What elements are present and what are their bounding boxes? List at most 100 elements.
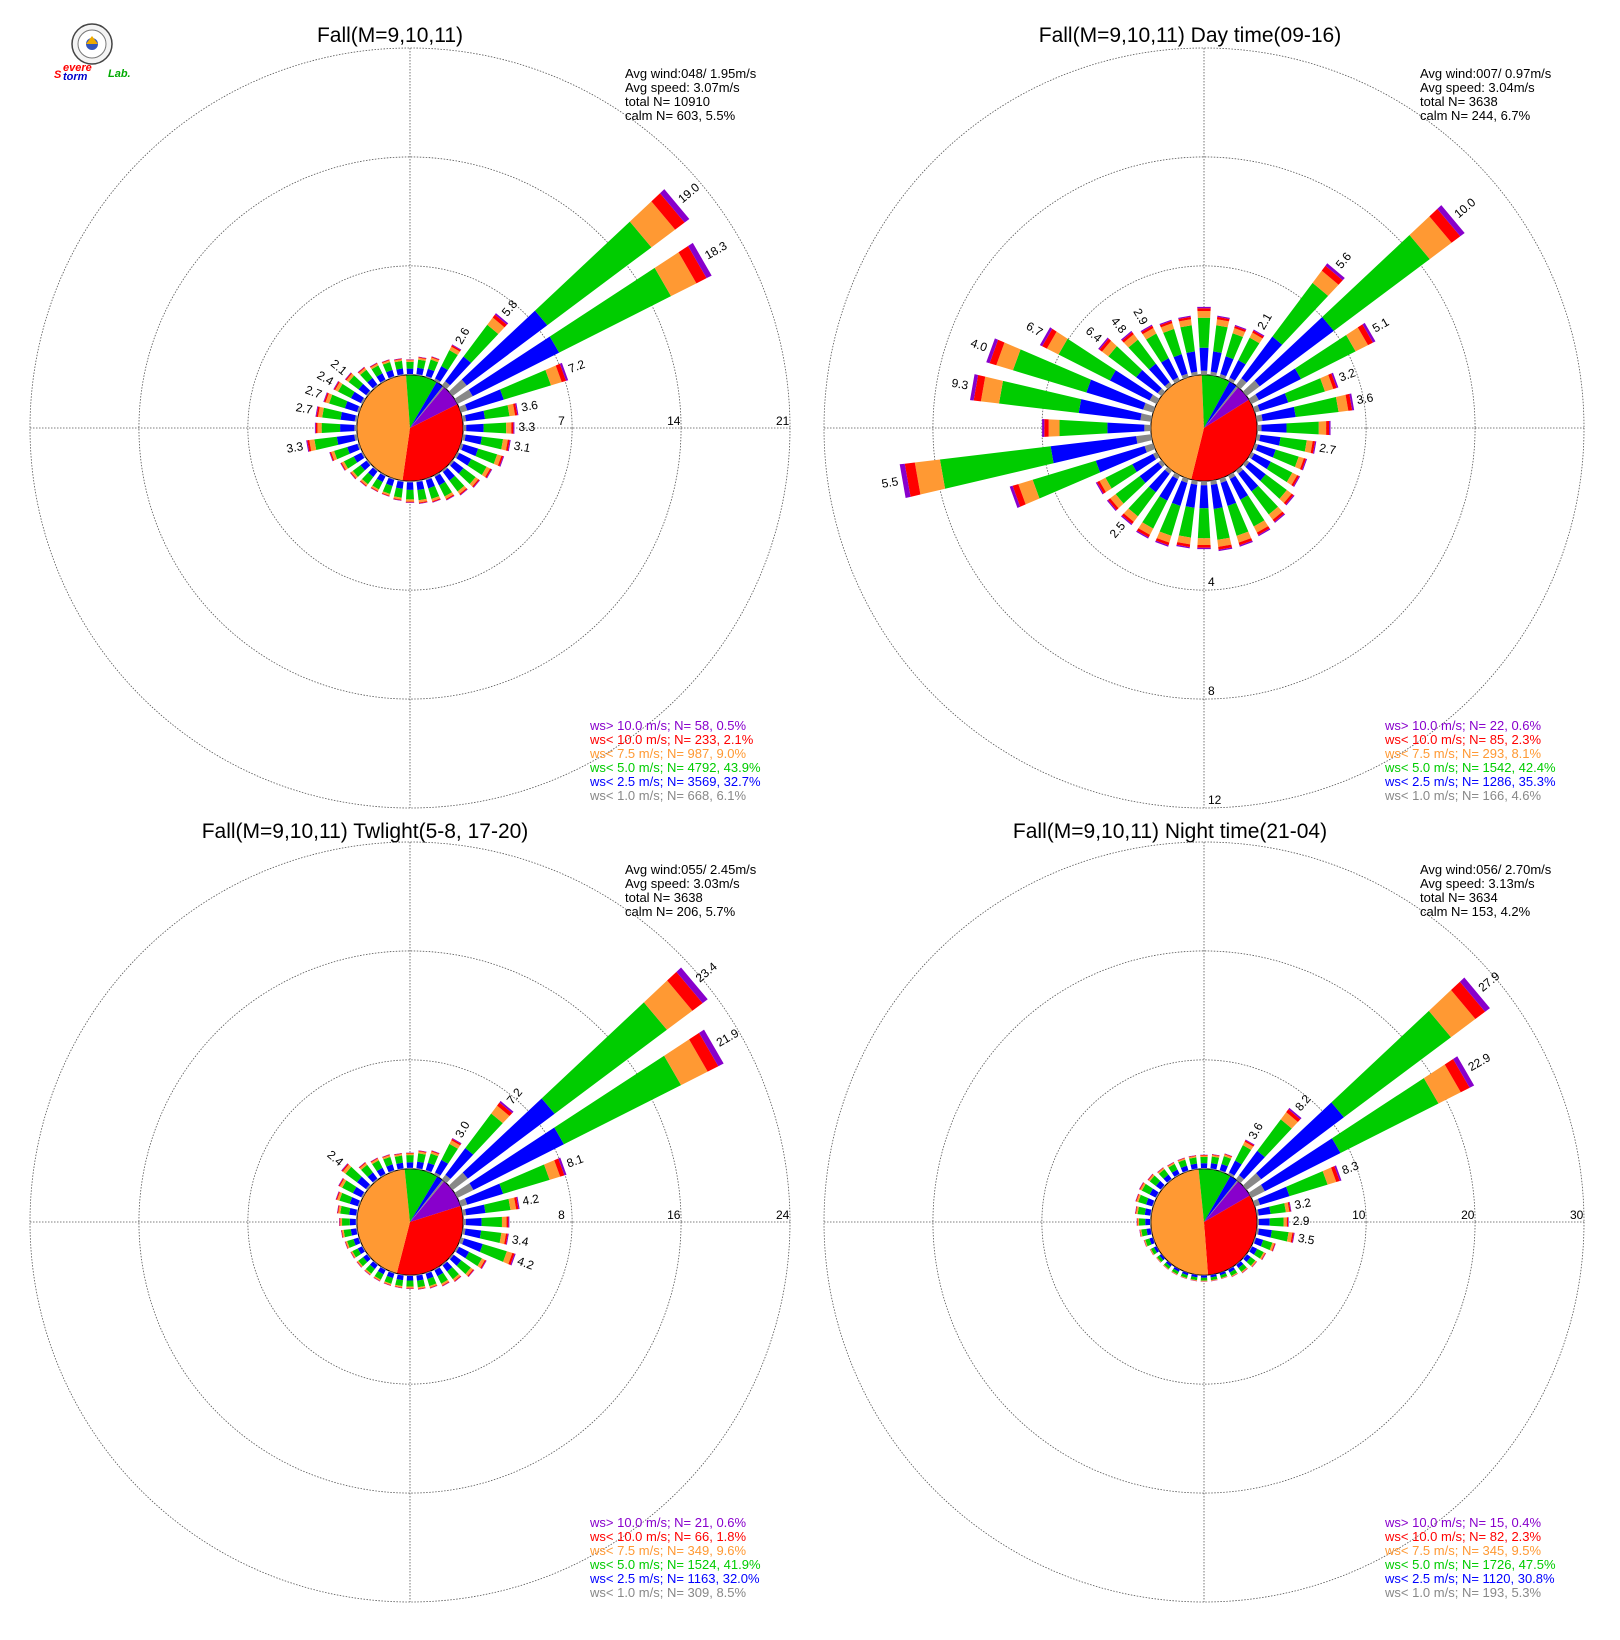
sector-bar-segment	[1182, 1170, 1189, 1174]
sector-bar-segment	[396, 1162, 404, 1170]
sector-bar-segment	[481, 1216, 502, 1228]
legend-entry: ws< 7.5 m/s; N= 987, 9.0%	[589, 746, 747, 761]
ring-3	[29, 47, 791, 809]
sector-total-label: 23.4	[693, 959, 720, 985]
sector-bar-segment	[1148, 469, 1170, 493]
sector-bar-segment	[363, 1254, 371, 1263]
sector-bar-segment	[1156, 1257, 1161, 1263]
sector-bar-segment	[1136, 530, 1149, 539]
sector-bar-segment	[1197, 508, 1211, 539]
sector-bar-segment	[1231, 1272, 1238, 1277]
calm-pie-slice	[1204, 1180, 1239, 1222]
sector-bar-segment	[441, 466, 448, 473]
sector-bar-segment	[1178, 1159, 1187, 1168]
sector-bar-segment	[425, 1169, 432, 1174]
sector-bar-segment	[1042, 418, 1045, 438]
sector-bar-segment	[1110, 494, 1124, 509]
sector-bar-segment	[1197, 310, 1211, 318]
sector-bar-segment	[340, 1218, 343, 1226]
sector-bar-segment	[365, 1184, 372, 1191]
sector-bar-segment	[377, 1267, 386, 1275]
sector-bar-segment	[370, 1157, 378, 1162]
sector-bar-segment	[393, 487, 403, 498]
sector-bar-segment	[442, 468, 455, 481]
sector-bar-segment	[1190, 1276, 1198, 1281]
sector-bar-segment	[339, 1192, 353, 1204]
sector-bar-segment	[352, 465, 365, 477]
sector-bar-segment	[1139, 1218, 1146, 1226]
sector-total-label: 3.3	[285, 439, 304, 456]
sector-bar-segment	[1149, 1249, 1154, 1256]
sector-bar-segment	[397, 374, 404, 377]
sector-bar-segment	[317, 406, 324, 418]
sector-bar-segment	[380, 472, 387, 477]
sector-bar-segment	[1156, 1245, 1160, 1252]
stat-total: total N= 3638	[1420, 94, 1498, 109]
calm-pie-slice	[1150, 1169, 1209, 1276]
sector-bar-segment	[1109, 370, 1153, 401]
sector-bar-segment	[406, 360, 414, 362]
sector-bar-segment	[406, 1287, 414, 1289]
sector-bar-segment	[1220, 356, 1234, 377]
sector-bar-segment	[1155, 1180, 1165, 1190]
sector-bar-segment	[442, 1261, 453, 1272]
ring-tick-label: 20	[1461, 1208, 1475, 1222]
sector-bar-segment	[462, 1238, 483, 1252]
sector-bar-segment	[998, 380, 1082, 414]
sector-bar-segment	[382, 491, 391, 496]
sector-bar-segment	[1135, 1206, 1138, 1214]
sector-bar-segment	[1256, 1102, 1344, 1180]
sector-bar-segment	[558, 1157, 567, 1176]
sector-bar-segment	[1269, 1217, 1284, 1227]
sector-bar-segment	[366, 1253, 372, 1259]
sector-bar-segment	[1140, 413, 1153, 422]
sector-bar-segment	[369, 362, 378, 367]
sector-bar-segment	[1147, 1173, 1153, 1180]
sector-total-label: 10.0	[1451, 195, 1478, 221]
ring-tick-label: 14	[667, 414, 681, 428]
sector-bar-segment	[508, 1252, 515, 1266]
sector-bar-segment	[1286, 1232, 1293, 1243]
sector-bar-segment	[1135, 1193, 1139, 1202]
sector-bar-segment	[1221, 1276, 1228, 1280]
sector-bar-segment	[1148, 1174, 1155, 1182]
sector-bar-segment	[429, 1283, 438, 1288]
sector-bar-segment	[1322, 234, 1430, 331]
sector-bar-segment	[507, 439, 511, 452]
sector-bar-segment	[366, 390, 372, 397]
sector-bar-segment	[465, 410, 486, 422]
sector-bar-segment	[1191, 371, 1198, 377]
sector-bar-segment	[468, 1269, 475, 1278]
sector-total-label: 2.5	[1107, 519, 1129, 541]
ring-tick-label: 8	[1208, 684, 1215, 698]
sector-bar-segment	[444, 492, 454, 499]
sector-bar-segment	[1242, 1268, 1248, 1274]
sector-bar-segment	[386, 1164, 395, 1173]
sector-bar-segment	[1211, 1154, 1220, 1158]
sector-bar-segment	[1304, 440, 1313, 454]
sector-bar-segment	[1163, 328, 1182, 358]
calm-pie-slice	[1201, 374, 1230, 428]
sector-bar-segment	[429, 1285, 438, 1289]
sector-bar-segment	[1121, 513, 1134, 525]
sector-bar-segment	[345, 372, 353, 381]
legend-entry: ws> 10.0 m/s; N= 22, 0.6%	[1384, 718, 1542, 733]
sector-bar-segment	[1163, 1262, 1171, 1269]
sector-bar-segment	[448, 379, 467, 397]
sector-bar-segment	[1160, 1184, 1166, 1191]
sector-bar-segment	[356, 1261, 362, 1268]
sector-bar-segment	[1409, 216, 1452, 260]
sector-bar-segment	[1180, 1165, 1189, 1173]
sector-bar-segment	[1248, 1184, 1265, 1199]
sector-bar-segment	[382, 1155, 391, 1160]
sector-bar-segment	[1257, 1218, 1260, 1226]
stat-avg-wind: Avg wind:048/ 1.95m/s	[625, 66, 757, 81]
sector-bar-segment	[372, 384, 379, 390]
legend-entry: ws< 2.5 m/s; N= 1163, 32.0%	[589, 1571, 760, 1586]
sector-bar-segment	[1099, 477, 1112, 493]
sector-bar-segment	[1251, 1261, 1257, 1268]
sector-bar-segment	[481, 466, 491, 478]
sector-bar-segment	[1210, 483, 1223, 509]
sector-bar-segment	[1141, 325, 1154, 335]
